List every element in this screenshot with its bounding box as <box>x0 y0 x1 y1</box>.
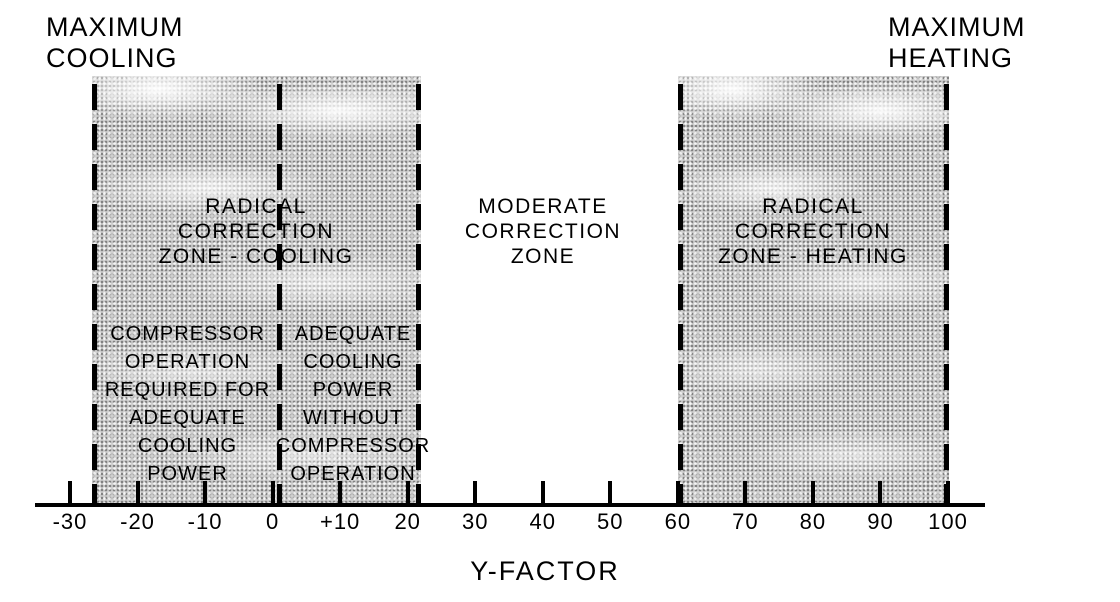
axis-tick-label: 100 <box>928 509 968 534</box>
axis-tick-label: 60 <box>664 509 692 534</box>
adequate-without-line6: OPERATION <box>290 463 416 485</box>
heating-zone-left-boundary-line <box>678 84 683 505</box>
heating-zone-right-boundary-line <box>944 84 949 505</box>
axis-title: Y-FACTOR <box>470 556 620 586</box>
compressor-operation-required-label: COMPRESSOR OPERATION REQUIRED FOR ADEQUA… <box>100 320 275 488</box>
axis-tick <box>878 481 883 503</box>
radical-correction-heating-label: RADICAL CORRECTION ZONE - HEATING <box>683 194 943 269</box>
adequate-cooling-without-compressor-label: ADEQUATE COOLING POWER WITHOUT COMPRESSO… <box>267 320 439 488</box>
axis-tick-label: 80 <box>799 509 827 534</box>
axis-tick <box>338 481 343 503</box>
axis-tick <box>135 481 140 503</box>
adequate-without-line2: COOLING <box>303 351 403 373</box>
maximum-heating-label: MAXIMUM HEATING <box>888 12 1026 74</box>
axis-tick-label: -20 <box>120 509 155 534</box>
y-factor-axis-line <box>35 503 985 507</box>
radical-correction-cooling-label: RADICAL CORRECTION ZONE - COOLING <box>126 194 386 269</box>
cooling-correction-zone-shading <box>92 76 421 506</box>
radical-heating-line1: RADICAL CORRECTION <box>734 195 892 243</box>
axis-tick <box>608 481 613 503</box>
cooling-zone-right-boundary-line <box>416 84 421 505</box>
radical-heating-line2: ZONE - HEATING <box>718 245 908 268</box>
axis-tick-label: 50 <box>597 509 624 534</box>
moderate-correction-zone-label: MODERATE CORRECTION ZONE <box>443 194 643 269</box>
adequate-without-line3: POWER <box>312 379 394 401</box>
axis-tick <box>675 481 680 503</box>
axis-tick-label: 20 <box>394 509 421 534</box>
moderate-line2: CORRECTION <box>464 220 622 243</box>
axis-tick-label: +10 <box>319 509 361 534</box>
compressor-required-line6: POWER <box>147 463 228 485</box>
cooling-zone-divider-line <box>277 84 282 505</box>
axis-tick-label: -10 <box>187 509 223 534</box>
radical-cooling-line1: RADICAL CORRECTION <box>177 195 335 243</box>
compressor-required-line2: OPERATION <box>124 351 251 373</box>
axis-tick-label: 0 <box>265 509 280 534</box>
axis-tick-label: 90 <box>867 509 894 534</box>
axis-tick-label: 40 <box>529 509 556 534</box>
axis-tick <box>810 481 815 503</box>
maximum-cooling-line1: MAXIMUM <box>46 12 184 42</box>
compressor-required-line3: REQUIRED FOR <box>104 379 271 401</box>
maximum-heating-line1: MAXIMUM <box>888 12 1026 42</box>
compressor-required-line1: COMPRESSOR <box>110 323 265 345</box>
axis-tick-label: 70 <box>732 509 759 534</box>
maximum-cooling-line2: COOLING <box>46 43 178 73</box>
axis-tick <box>540 481 545 503</box>
heating-correction-zone-shading <box>678 76 949 506</box>
axis-tick <box>270 481 275 503</box>
axis-tick <box>203 481 208 503</box>
axis-tick <box>405 481 410 503</box>
axis-tick <box>473 481 478 503</box>
axis-tick-label: -30 <box>52 509 88 534</box>
radical-cooling-line2: ZONE - COOLING <box>158 245 354 268</box>
axis-tick <box>946 481 950 503</box>
moderate-line1: MODERATE <box>478 195 608 218</box>
adequate-without-line1: ADEQUATE <box>294 323 412 345</box>
axis-tick <box>743 481 748 503</box>
axis-tick-label: 30 <box>461 509 489 534</box>
maximum-cooling-label: MAXIMUM COOLING <box>46 12 184 74</box>
maximum-heating-line2: HEATING <box>888 43 1014 73</box>
adequate-without-line4: WITHOUT <box>302 407 404 429</box>
adequate-without-line5: COMPRESSOR <box>275 435 431 457</box>
moderate-line3: ZONE <box>510 245 576 268</box>
compressor-required-line5: COOLING <box>137 435 238 457</box>
cooling-zone-left-boundary-line <box>92 84 97 505</box>
axis-tick <box>68 481 72 503</box>
compressor-required-line4: ADEQUATE <box>129 407 246 429</box>
